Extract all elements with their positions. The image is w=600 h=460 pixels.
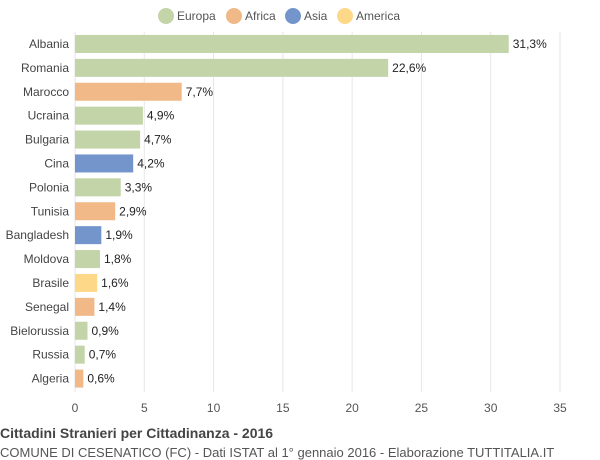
- chart-subtitle: COMUNE DI CESENATICO (FC) - Dati ISTAT a…: [0, 445, 555, 460]
- legend-swatch-asia: [285, 8, 301, 24]
- data-label: 4,9%: [147, 109, 175, 123]
- category-label: Cina: [44, 156, 69, 170]
- data-label: 22,6%: [392, 61, 426, 75]
- x-tick-label: 35: [553, 401, 567, 415]
- bar-chart: Europa Africa Asia America Albania 31,3% Roma…: [6, 8, 567, 415]
- bar-albania: [75, 34, 509, 53]
- data-label: 1,8%: [104, 252, 132, 266]
- category-label: Romania: [21, 61, 69, 75]
- data-label: 0,6%: [87, 372, 115, 386]
- bar-romania: [75, 58, 389, 77]
- legend-label-africa: Africa: [245, 9, 276, 23]
- bar-brasile: [75, 273, 98, 292]
- bar-cina: [75, 154, 134, 173]
- x-tick-label: 10: [207, 401, 221, 415]
- data-label: 2,9%: [119, 204, 147, 218]
- legend-swatch-africa: [226, 8, 242, 24]
- x-tick-label: 15: [276, 401, 290, 415]
- bar-moldova: [75, 250, 100, 269]
- category-label: Marocco: [23, 85, 69, 99]
- data-label: 1,9%: [105, 228, 133, 242]
- data-label: 7,7%: [186, 85, 214, 99]
- category-label: Algeria: [32, 372, 70, 386]
- category-label: Bulgaria: [25, 133, 69, 147]
- bar-ucraina: [75, 106, 143, 125]
- bar-algeria: [75, 369, 84, 388]
- legend: Europa Africa Asia America: [158, 8, 400, 24]
- legend-label-asia: Asia: [304, 9, 328, 23]
- data-label: 3,3%: [125, 180, 153, 194]
- bar-senegal: [75, 297, 95, 316]
- category-label: Moldova: [24, 252, 70, 266]
- data-label: 0,9%: [91, 324, 119, 338]
- legend-swatch-europa: [158, 8, 174, 24]
- bar-russia: [75, 345, 85, 364]
- bar-bulgaria: [75, 130, 141, 149]
- x-axis: 0 5 10 15 20 25 30 35: [72, 401, 567, 415]
- data-label: 4,2%: [137, 156, 165, 170]
- bar-tunisia: [75, 202, 116, 221]
- bar-bielorussia: [75, 321, 88, 340]
- x-tick-label: 25: [415, 401, 429, 415]
- x-tick-label: 5: [141, 401, 148, 415]
- data-label: 1,4%: [98, 300, 126, 314]
- bar-bangladesh: [75, 226, 102, 245]
- category-label: Brasile: [32, 276, 69, 290]
- data-label: 4,7%: [144, 133, 172, 147]
- category-label: Albania: [29, 37, 69, 51]
- category-label: Tunisia: [31, 204, 70, 218]
- data-label: 0,7%: [89, 348, 117, 362]
- category-label: Bangladesh: [6, 228, 69, 242]
- x-tick-label: 30: [484, 401, 498, 415]
- chart-title: Cittadini Stranieri per Cittadinanza - 2…: [0, 425, 274, 441]
- data-label: 1,6%: [101, 276, 129, 290]
- bar-marocco: [75, 82, 182, 101]
- category-label: Russia: [32, 348, 69, 362]
- category-label: Polonia: [29, 180, 69, 194]
- category-label: Ucraina: [28, 109, 70, 123]
- legend-label-europa: Europa: [177, 9, 216, 23]
- bar-polonia: [75, 178, 121, 197]
- category-label: Bielorussia: [10, 324, 69, 338]
- x-tick-label: 20: [345, 401, 359, 415]
- legend-label-america: America: [356, 9, 400, 23]
- data-label: 31,3%: [513, 37, 547, 51]
- legend-swatch-america: [337, 8, 353, 24]
- x-tick-label: 0: [72, 401, 79, 415]
- category-label: Senegal: [25, 300, 69, 314]
- bars: Albania 31,3% Romania 22,6% Marocco 7,7% Ucrai…: [6, 34, 547, 388]
